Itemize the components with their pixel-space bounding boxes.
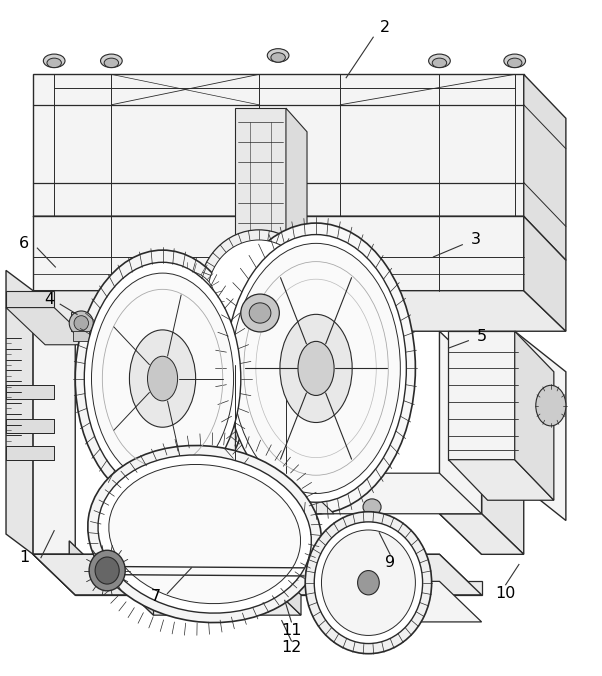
Ellipse shape (241, 294, 279, 332)
Polygon shape (33, 216, 566, 260)
Ellipse shape (208, 240, 310, 348)
Ellipse shape (75, 250, 250, 507)
Ellipse shape (95, 557, 119, 584)
Ellipse shape (305, 512, 432, 654)
Text: 11: 11 (281, 623, 302, 637)
Polygon shape (6, 419, 54, 433)
Polygon shape (6, 270, 33, 554)
Text: 7: 7 (150, 589, 160, 604)
Polygon shape (33, 291, 75, 595)
Text: 5: 5 (477, 329, 486, 344)
Polygon shape (6, 308, 93, 345)
Polygon shape (111, 473, 482, 514)
Polygon shape (73, 331, 89, 341)
Ellipse shape (298, 341, 334, 395)
Polygon shape (33, 74, 524, 216)
Ellipse shape (199, 230, 319, 358)
Polygon shape (286, 108, 307, 314)
Polygon shape (482, 331, 524, 554)
Polygon shape (6, 446, 54, 460)
Polygon shape (111, 460, 154, 514)
Ellipse shape (232, 243, 400, 493)
Polygon shape (235, 108, 286, 291)
Ellipse shape (432, 58, 447, 68)
Polygon shape (253, 473, 274, 514)
Ellipse shape (92, 273, 234, 484)
Text: 12: 12 (281, 640, 302, 655)
Polygon shape (524, 216, 566, 331)
Ellipse shape (536, 385, 566, 426)
Ellipse shape (109, 464, 300, 604)
Polygon shape (301, 554, 343, 622)
Ellipse shape (429, 54, 450, 68)
Text: 4: 4 (45, 292, 54, 307)
Ellipse shape (271, 53, 285, 62)
Ellipse shape (129, 330, 196, 427)
Ellipse shape (321, 530, 415, 635)
Text: 6: 6 (19, 236, 29, 251)
Polygon shape (6, 385, 54, 399)
Ellipse shape (504, 54, 526, 68)
Polygon shape (524, 74, 566, 260)
Polygon shape (515, 331, 566, 521)
Polygon shape (448, 460, 554, 500)
Polygon shape (515, 331, 554, 500)
Text: 3: 3 (471, 233, 480, 247)
Ellipse shape (84, 262, 241, 495)
Ellipse shape (47, 58, 61, 68)
Ellipse shape (69, 311, 93, 335)
Text: 10: 10 (495, 586, 516, 601)
Ellipse shape (267, 49, 289, 62)
Ellipse shape (104, 58, 119, 68)
Polygon shape (75, 581, 482, 595)
Ellipse shape (314, 522, 423, 644)
Ellipse shape (150, 264, 223, 338)
Polygon shape (33, 554, 111, 595)
Ellipse shape (98, 455, 311, 613)
Ellipse shape (507, 58, 522, 68)
Polygon shape (6, 291, 54, 308)
Text: 2: 2 (380, 20, 390, 34)
Polygon shape (301, 581, 482, 622)
Polygon shape (111, 575, 301, 615)
Ellipse shape (74, 316, 88, 331)
Ellipse shape (88, 445, 321, 623)
Polygon shape (33, 216, 524, 291)
Ellipse shape (217, 223, 415, 514)
Polygon shape (439, 331, 482, 554)
Ellipse shape (101, 54, 122, 68)
Ellipse shape (249, 303, 271, 323)
Polygon shape (439, 514, 524, 554)
Polygon shape (259, 554, 301, 615)
Polygon shape (69, 541, 111, 595)
Polygon shape (111, 554, 154, 615)
Polygon shape (235, 291, 307, 314)
Ellipse shape (358, 571, 379, 595)
Ellipse shape (363, 499, 381, 515)
Text: 9: 9 (385, 555, 395, 570)
Ellipse shape (43, 54, 65, 68)
Ellipse shape (226, 235, 406, 502)
Polygon shape (253, 493, 334, 514)
Ellipse shape (147, 356, 178, 401)
Polygon shape (33, 291, 566, 331)
Polygon shape (71, 312, 92, 331)
Polygon shape (448, 331, 515, 460)
Polygon shape (33, 554, 482, 595)
Ellipse shape (158, 271, 216, 331)
Ellipse shape (280, 314, 352, 422)
Polygon shape (33, 554, 482, 595)
Ellipse shape (89, 550, 125, 591)
Text: 1: 1 (19, 550, 29, 565)
